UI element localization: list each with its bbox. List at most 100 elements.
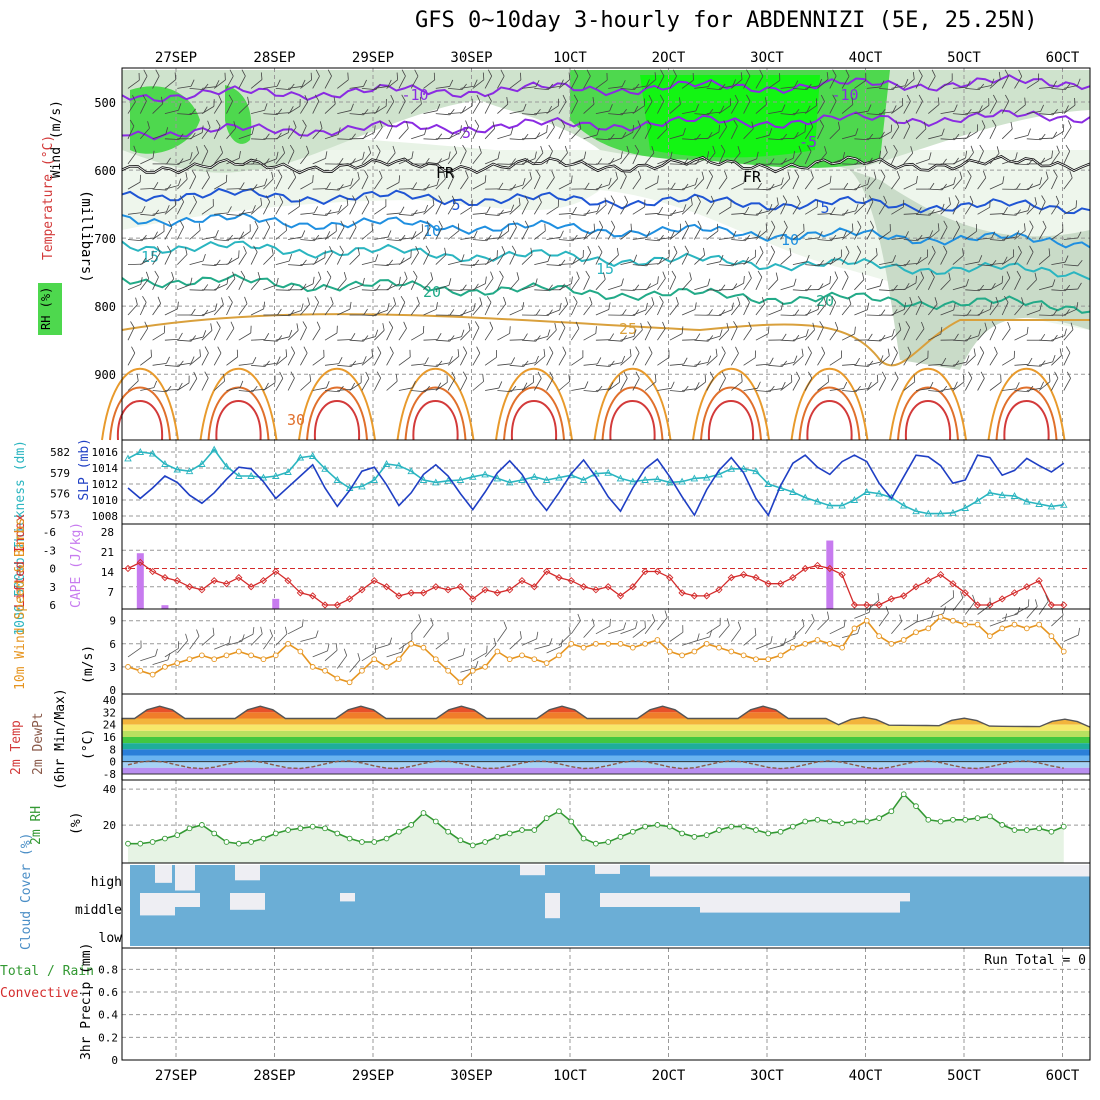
wind-barb (657, 94, 665, 114)
wind-barb-staff (213, 101, 222, 114)
wind-barb (509, 245, 517, 265)
wind-barb (669, 270, 677, 290)
wind-barb-staff (841, 76, 850, 89)
wind-barb-staff (460, 236, 475, 240)
wind-barb-staff (275, 112, 290, 114)
wind-barb-flag (335, 224, 337, 232)
rh2m-point (469, 842, 476, 849)
wind-barb (448, 106, 466, 114)
wind-barb-flag (535, 355, 539, 363)
wind-barb-flag (196, 146, 199, 154)
wind-barb-flag (1003, 207, 1008, 214)
wind-barb (952, 334, 972, 342)
wind-barb-staff (521, 339, 536, 342)
thickness-point (518, 476, 526, 483)
wind-barb-flag (289, 144, 295, 152)
wind10-barb-staff (238, 633, 254, 642)
wind-barb-flag (1052, 80, 1057, 88)
rh2m-point (482, 839, 488, 845)
wind-barb-flag (279, 371, 284, 379)
wind-barb (1039, 80, 1057, 89)
wind-barb (349, 171, 360, 190)
chart-title: GFS 0~10day 3-hourly for ABDENNIZI (5E, … (415, 8, 1038, 33)
wind-barb-staff (177, 113, 192, 115)
wind-barb-flag (326, 209, 332, 216)
wind-barb-staff (349, 382, 362, 391)
wind10-barb-flag (486, 645, 488, 653)
wind-barb-staff (644, 182, 658, 190)
wind-barb (509, 177, 526, 190)
wind-barb-flag (316, 321, 321, 329)
wind-barb (903, 207, 922, 215)
thickness-point (899, 501, 908, 509)
wind-barb (583, 223, 596, 240)
wind-barb-flag (903, 302, 907, 310)
wind-barb (251, 360, 270, 367)
wind-barb (718, 79, 737, 89)
wind-barb (447, 371, 456, 391)
x-tick-label-top: 1OCT (553, 50, 587, 66)
wind-barb-staff (817, 126, 824, 139)
wind-barb-staff (263, 382, 276, 391)
wind-barb (817, 72, 829, 89)
wind-barb-staff (829, 277, 838, 291)
wind-barb-flag (646, 259, 652, 267)
wind-barb-flag (292, 170, 297, 178)
wind-barb (1039, 354, 1056, 366)
wind-barb-staff (140, 356, 152, 366)
wind-barb-staff (866, 201, 874, 215)
wind-barb-flag (478, 145, 482, 153)
wind-barb-staff (583, 390, 598, 393)
wind-barb-flag (757, 381, 761, 389)
wind-barb-staff (361, 112, 376, 114)
wind-barb-flag (989, 302, 992, 310)
wind10-barb (657, 610, 668, 631)
wind-barb-flag (573, 295, 578, 303)
wind10-speed-point (334, 675, 341, 682)
wind-barb (657, 182, 676, 190)
wind-barb-staff (694, 86, 709, 89)
wind-barb (989, 374, 1002, 391)
wind-barb-flag (153, 209, 160, 216)
wind-barb-flag (889, 224, 891, 232)
wind-barb-staff (484, 75, 493, 89)
wind10-speed-point (223, 652, 230, 659)
wind-barb (903, 175, 918, 190)
cape-axis-label: CAPE (J/kg) (69, 522, 84, 608)
wind-barb-staff (718, 309, 733, 316)
wind-barb-flag (608, 302, 611, 310)
thickness-point (185, 467, 194, 475)
wind-barb-flag (966, 108, 972, 116)
wind-barb-staff (965, 261, 980, 265)
wind-barb-flag (721, 371, 726, 379)
wind-barb-flag (1052, 108, 1058, 116)
wind-barb-flag (406, 121, 409, 129)
wind-barb-staff (337, 138, 352, 140)
wind-barb (460, 199, 473, 215)
wind-barb (460, 170, 469, 190)
wind-barb-staff (1014, 304, 1024, 316)
wind10-barb-flag (737, 621, 742, 629)
wind-barb (1026, 333, 1046, 341)
wind10-barb-staff (644, 620, 656, 635)
precip-axis-label: 3hr Precip (mm) (79, 943, 94, 1060)
wind-barb (287, 170, 297, 190)
wind-barb-staff (915, 128, 927, 140)
wind-barb-flag (509, 326, 511, 334)
wind-barb-flag (917, 207, 922, 214)
wind-barb-flag (379, 170, 383, 178)
thickness-tick: 582 (50, 446, 70, 459)
wind-barb-flag (621, 278, 624, 286)
wind-barb-staff (201, 330, 213, 341)
wind-barb-flag (363, 108, 369, 116)
wind-barb (152, 224, 165, 240)
wind-barb-flag (712, 145, 716, 153)
wind-barb-staff (669, 210, 684, 215)
wind-barb-flag (129, 119, 135, 127)
wind-barb-staff (854, 364, 869, 367)
wind-barb-staff (891, 309, 905, 316)
wind-barb (645, 257, 663, 265)
wind-barb (423, 158, 443, 165)
wind-barb-staff (484, 100, 492, 114)
wind-barb-staff (632, 126, 641, 140)
